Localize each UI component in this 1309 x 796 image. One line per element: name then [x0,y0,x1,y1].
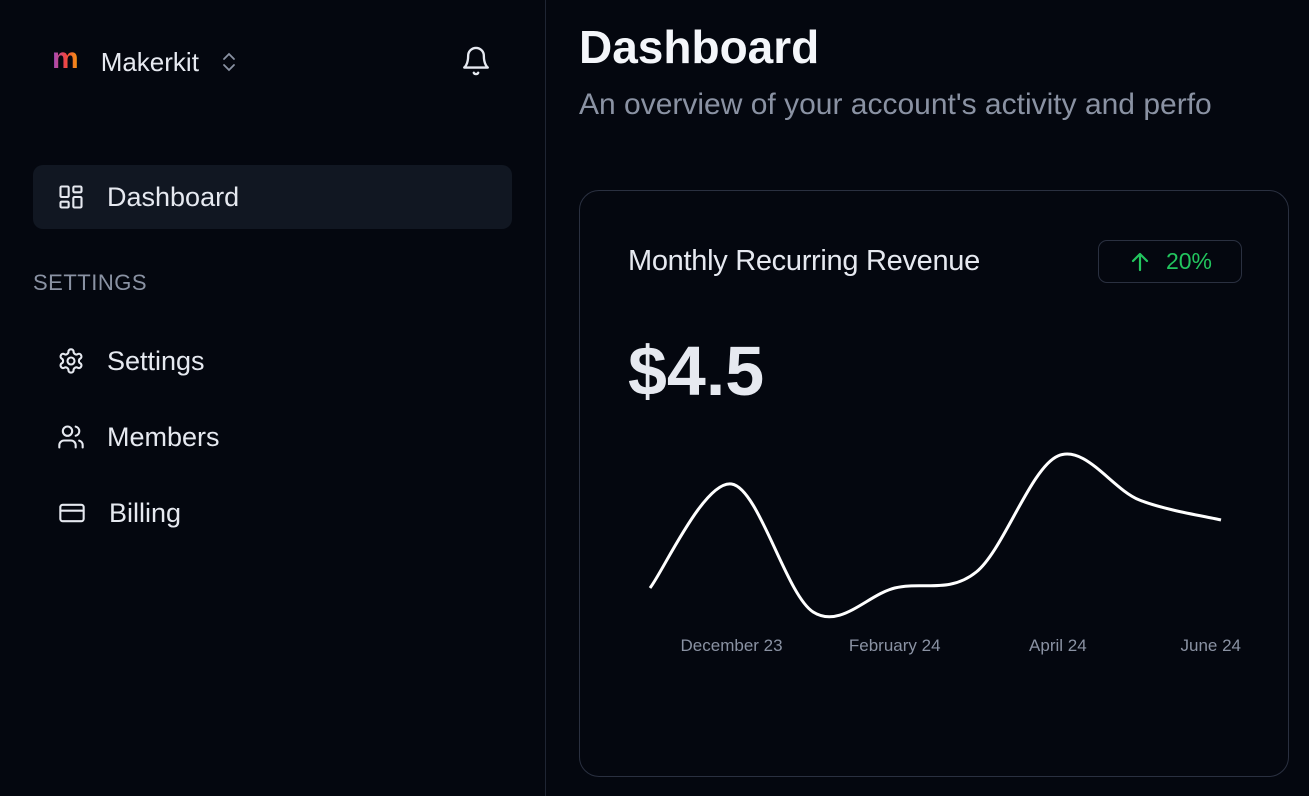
trend-badge: 20% [1098,240,1242,283]
mrr-value: $4.5 [628,332,765,410]
page-subtitle: An overview of your account's activity a… [579,88,1212,121]
sidebar: m Makerkit Dashboard SETTINGS Settings M… [0,0,546,796]
revenue-line [648,452,1222,619]
users-icon [58,425,84,449]
bell-icon[interactable] [460,44,492,78]
sidebar-item-members[interactable]: Members [33,405,512,469]
sidebar-item-billing[interactable]: Billing [33,481,512,545]
sidebar-item-label: Billing [109,497,182,528]
makerkit-logo: m [52,42,79,75]
sidebar-item-dashboard[interactable]: Dashboard [33,165,512,229]
x-tick-label: June 24 [1181,636,1242,655]
arrow-up-icon [1131,252,1149,271]
card-title: Monthly Recurring Revenue [628,245,980,277]
x-tick-label: December 23 [681,636,783,655]
mrr-card: Monthly Recurring Revenue 20% $4.5 Decem… [579,190,1289,777]
account-name: Makerkit [100,46,199,77]
credit-card-icon [59,503,85,523]
account-switcher[interactable]: m Makerkit [52,40,237,84]
sidebar-item-label: Dashboard [107,181,240,212]
settings-section-label: SETTINGS [33,270,148,295]
x-tick-label: February 24 [849,636,941,655]
gear-icon [59,348,83,374]
mrr-line-chart: December 23 February 24 April 24 June 24 [648,452,1242,655]
x-tick-label: April 24 [1029,636,1087,655]
main-content: Dashboard An overview of your account's … [546,0,1309,796]
sidebar-item-label: Members [107,421,220,452]
sidebar-item-label: Settings [107,345,205,376]
chevrons-up-down-icon [223,52,235,72]
page-title: Dashboard [579,21,820,73]
trend-value: 20% [1165,248,1213,274]
sidebar-item-settings[interactable]: Settings [33,329,512,393]
layout-dashboard-icon [59,185,83,209]
